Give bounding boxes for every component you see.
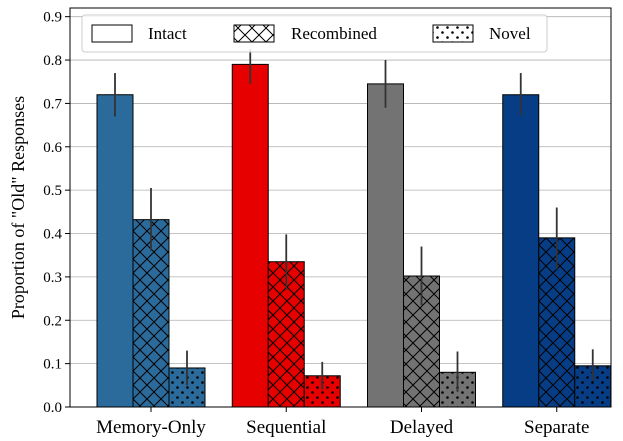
bar-intact-delayed bbox=[367, 83, 404, 408]
y-tick-label: 0.6 bbox=[43, 140, 62, 156]
bar-intact-memory-only bbox=[96, 94, 134, 408]
y-axis-label: Proportion of "Old" Responses bbox=[8, 96, 28, 319]
y-tick-label: 0.2 bbox=[43, 313, 62, 329]
legend-box bbox=[81, 14, 548, 53]
legend-swatch-intact bbox=[91, 24, 133, 43]
legend-swatch-novel bbox=[432, 24, 474, 43]
plot-frame bbox=[69, 7, 612, 408]
bar-intact-separate bbox=[502, 94, 540, 408]
legend-label-recombined: Recombined bbox=[291, 24, 377, 43]
y-tick-label: 0.5 bbox=[43, 183, 62, 199]
y-axis: 0.0 0.1 0.2 0.3 0.4 0.5 0.6 0.7 0.8 0.9 bbox=[43, 10, 70, 416]
y-tick-label: 0.3 bbox=[43, 270, 62, 286]
x-tick-label: Memory-Only bbox=[96, 417, 206, 438]
bar-intact-sequential bbox=[231, 63, 269, 408]
legend: Intact Recombined Novel bbox=[81, 14, 548, 53]
y-tick-label: 0.9 bbox=[43, 10, 62, 26]
y-tick-label: 0.0 bbox=[43, 400, 62, 416]
legend-label-intact: Intact bbox=[148, 24, 187, 43]
y-tick-label: 0.8 bbox=[43, 53, 62, 69]
y-tick-label: 0.1 bbox=[43, 357, 62, 373]
x-tick-label: Delayed bbox=[390, 417, 454, 438]
bars bbox=[96, 63, 612, 408]
x-tick-label: Sequential bbox=[246, 417, 326, 438]
x-tick-label: Separate bbox=[524, 417, 589, 438]
legend-swatch-recombined bbox=[233, 24, 275, 43]
y-tick-label: 0.4 bbox=[43, 227, 62, 243]
y-tick-label: 0.7 bbox=[43, 96, 62, 112]
x-axis: Memory-Only Sequential Delayed Separate bbox=[96, 407, 589, 438]
legend-label-novel: Novel bbox=[489, 24, 531, 43]
error-bars bbox=[114, 49, 594, 392]
